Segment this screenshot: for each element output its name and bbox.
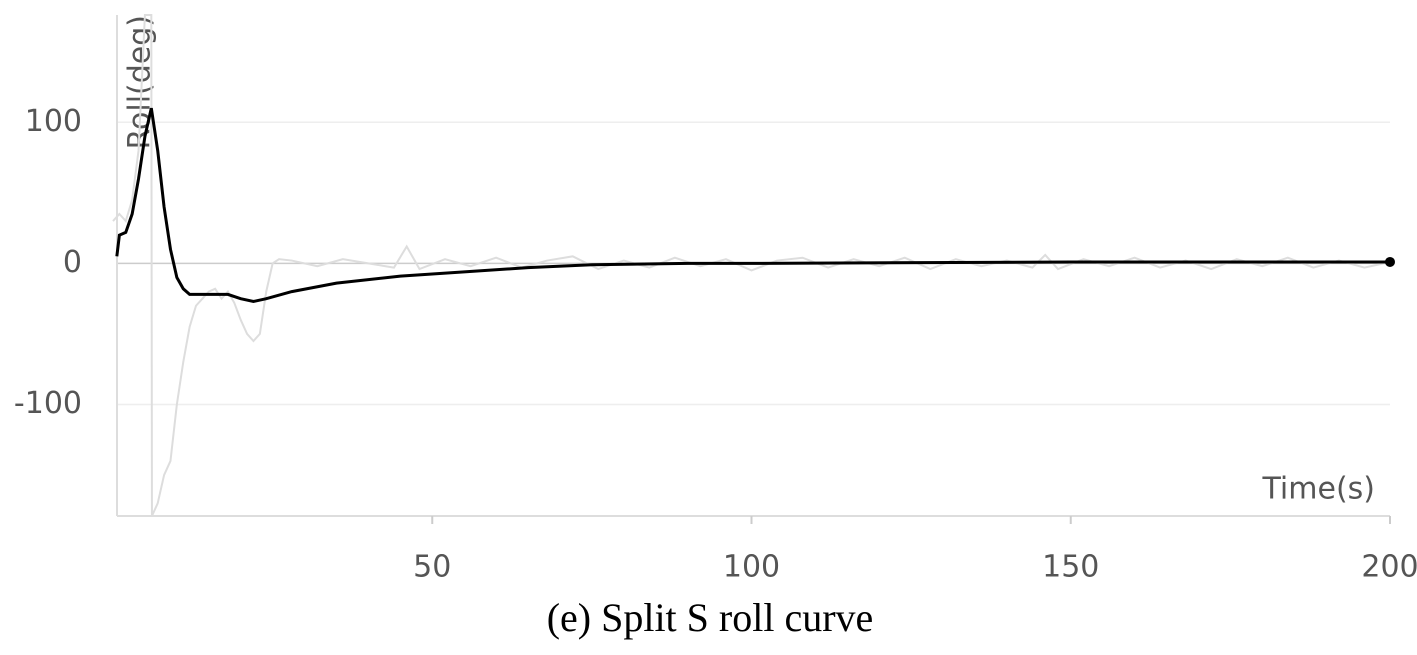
x-axis-label: Time(s) [1262,472,1375,507]
y-tick-label: 0 [63,245,82,280]
end-point [1385,256,1395,267]
y-tick-label: 100 [25,104,82,139]
line [115,107,1390,304]
x-tick-label: 50 [413,550,451,585]
x-tick-label: 200 [1361,550,1417,585]
y-tick-label: -100 [14,386,82,421]
x-tick-label: 100 [723,550,780,585]
line [112,14,1391,517]
caption: (e) Split S roll curve [547,595,874,640]
x-tick-label: 150 [1042,550,1099,585]
